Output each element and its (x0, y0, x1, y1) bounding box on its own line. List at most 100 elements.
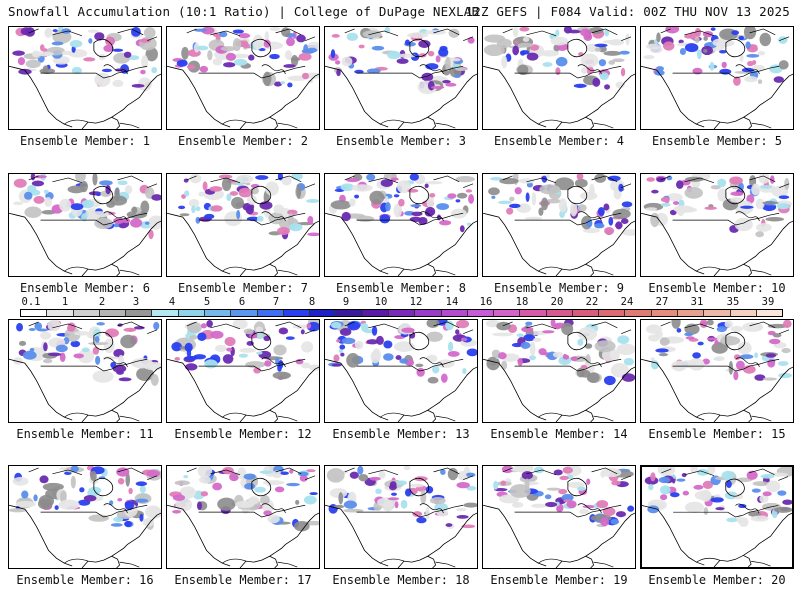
snow-patch (483, 44, 505, 57)
snow-patch (529, 341, 536, 357)
snow-patch (445, 320, 454, 331)
cuba-outline (593, 122, 614, 129)
snow-patch (229, 472, 239, 482)
snow-patch (397, 180, 411, 194)
cuba-outline (119, 122, 140, 129)
legend-swatch (336, 310, 363, 316)
great-lakes (261, 211, 286, 222)
snow-patch (426, 320, 440, 329)
gulf-coast (64, 412, 89, 418)
legend-swatch (678, 310, 705, 316)
snow-patch (721, 470, 735, 481)
snow-patch (174, 356, 181, 361)
snow-patch (280, 471, 289, 476)
snow-patch (346, 178, 360, 183)
hudson-bay (93, 38, 114, 58)
legend-swatch (73, 310, 100, 316)
snow-patch (619, 50, 630, 55)
snow-patch (273, 204, 285, 214)
snow-patch (70, 466, 79, 473)
cuba-outline (751, 560, 771, 567)
snow-patch (456, 192, 468, 199)
snow-patch (330, 200, 352, 210)
snow-coverage (329, 174, 475, 233)
snow-patch (249, 333, 259, 339)
snow-patch (699, 489, 712, 502)
gulf-coast (222, 266, 247, 272)
snow-patch (623, 358, 635, 366)
snow-patch (354, 340, 364, 350)
legend-swatch (310, 310, 337, 316)
arctic-islands (502, 28, 632, 42)
snowfall-map (483, 320, 635, 422)
us-canada-border (198, 358, 306, 372)
snow-patch (765, 216, 785, 222)
snow-patch (287, 82, 293, 88)
gulf-coast (696, 557, 721, 563)
snow-patch (124, 184, 133, 195)
legend-labels: 0.1 1 2 3 4 5 6 7 8 9 10 12 14 16 18 20 22 24 27 31 35 39 (0, 296, 800, 308)
snow-patch (615, 511, 627, 518)
snow-patch (404, 39, 410, 46)
snow-patch (272, 470, 282, 479)
snow-patch (226, 347, 233, 352)
snow-coverage (326, 466, 477, 529)
snow-patch (94, 72, 111, 87)
snow-patch (244, 482, 256, 490)
snow-patch (255, 175, 269, 180)
snow-patch (618, 183, 624, 192)
snow-patch (538, 348, 547, 356)
snow-patch (608, 216, 614, 226)
hudson-bay (251, 38, 272, 58)
snow-patch (703, 507, 709, 515)
snow-patch (243, 328, 254, 335)
snow-patch (172, 494, 186, 501)
snow-patch (717, 188, 728, 202)
snow-patch (259, 470, 273, 474)
snow-patch (739, 53, 744, 63)
snow-patch (646, 177, 655, 182)
snow-patch (533, 337, 542, 342)
snow-patch (336, 339, 341, 343)
snow-patch (538, 207, 544, 216)
snow-patch (445, 82, 457, 87)
snow-patch (130, 218, 143, 228)
snow-patch (580, 28, 591, 37)
snow-patch (612, 208, 631, 220)
us-canada-border (672, 65, 780, 79)
snow-patch (285, 336, 295, 340)
snow-patch (756, 223, 772, 232)
coastline (325, 358, 477, 422)
ensemble-member-label: Ensemble Member: 14 (490, 427, 628, 441)
snow-coverage (328, 320, 477, 384)
snow-patch (197, 501, 202, 511)
snow-patch (274, 486, 285, 493)
coastline (9, 212, 161, 276)
snow-patch (73, 331, 91, 336)
gulf-coast (64, 266, 89, 272)
snow-patch (387, 497, 400, 501)
snow-patch (594, 43, 608, 48)
snow-patch (498, 200, 512, 205)
snow-patch (666, 193, 683, 202)
snow-patch (468, 194, 475, 204)
snow-patch (710, 185, 721, 190)
snow-patch (456, 515, 469, 519)
snow-patch (148, 215, 161, 227)
snow-patch (706, 320, 714, 326)
ensemble-map-panel (166, 173, 320, 277)
snow-patch (726, 480, 732, 488)
snow-patch (341, 56, 353, 67)
snow-patch (754, 352, 759, 359)
snow-patch (711, 342, 728, 354)
snow-patch (490, 177, 503, 181)
snow-patch (510, 466, 531, 473)
legend-swatch (415, 310, 442, 316)
snow-patch (303, 495, 317, 505)
snowfall-map (9, 174, 161, 276)
great-lakes (735, 64, 760, 75)
snow-patch (273, 81, 282, 87)
snow-patch (420, 490, 427, 505)
arctic-islands (28, 321, 158, 335)
snow-patch (349, 471, 359, 479)
